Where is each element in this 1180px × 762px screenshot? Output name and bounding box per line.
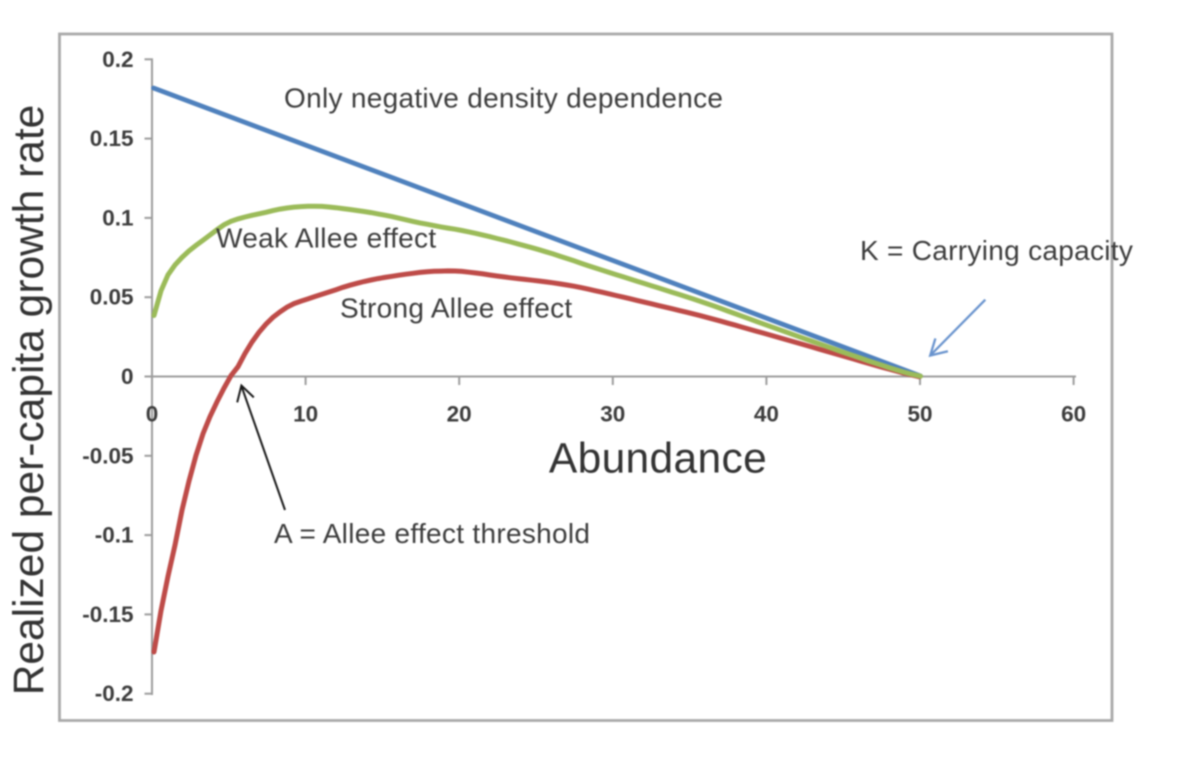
svg-text:-0.2: -0.2: [95, 681, 134, 706]
svg-text:0: 0: [121, 364, 134, 389]
svg-text:10: 10: [293, 402, 318, 427]
svg-text:-0.05: -0.05: [82, 443, 133, 468]
svg-text:0.2: 0.2: [102, 47, 133, 72]
svg-text:0.15: 0.15: [90, 126, 134, 151]
svg-text:50: 50: [907, 402, 932, 427]
svg-text:Weak Allee effect: Weak Allee effect: [216, 223, 436, 254]
svg-text:0: 0: [146, 402, 159, 427]
svg-text:0.1: 0.1: [102, 205, 133, 230]
svg-text:A = Allee effect threshold: A = Allee effect threshold: [274, 518, 590, 549]
svg-text:0.05: 0.05: [90, 285, 134, 310]
svg-text:Realized per-capita growth rat: Realized per-capita growth rate: [6, 105, 53, 696]
svg-text:30: 30: [600, 402, 625, 427]
svg-text:-0.15: -0.15: [82, 602, 133, 627]
svg-text:60: 60: [1061, 402, 1086, 427]
svg-text:Abundance: Abundance: [549, 436, 767, 483]
svg-text:Only negative density dependen: Only negative density dependence: [284, 83, 723, 114]
svg-text:Strong Allee effect: Strong Allee effect: [340, 293, 572, 324]
svg-text:20: 20: [447, 402, 472, 427]
svg-text:-0.1: -0.1: [95, 523, 134, 548]
svg-text:40: 40: [754, 402, 779, 427]
svg-text:K = Carrying capacity: K = Carrying capacity: [860, 235, 1133, 266]
